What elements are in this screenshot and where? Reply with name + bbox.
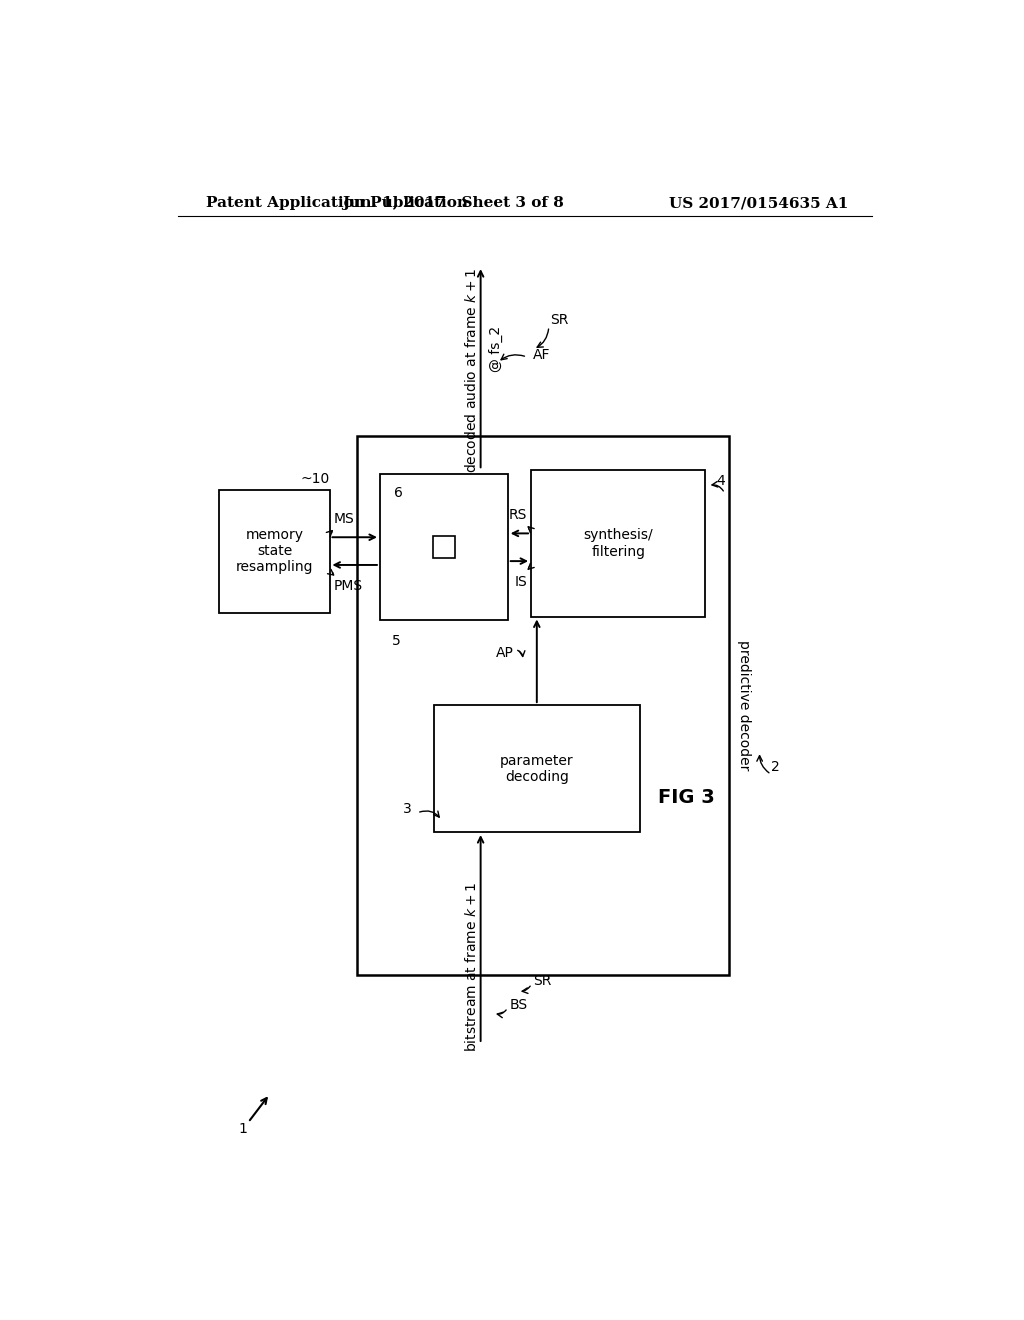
Text: synthesis/
filtering: synthesis/ filtering [584, 528, 653, 558]
Text: predictive decoder: predictive decoder [737, 640, 752, 771]
Bar [434, 705, 640, 832]
Bar [356, 436, 729, 974]
Text: PMS: PMS [334, 579, 362, 593]
Text: 1: 1 [239, 1122, 247, 1135]
Bar [531, 470, 706, 616]
Text: memory
state
resampling: memory state resampling [236, 528, 313, 574]
Text: BS: BS [510, 998, 528, 1012]
Text: MS: MS [334, 512, 354, 525]
Text: @ fs_2: @ fs_2 [488, 326, 503, 372]
Text: AP: AP [496, 645, 514, 660]
Text: SR: SR [534, 974, 552, 987]
Text: 6: 6 [394, 486, 402, 500]
Text: decoded audio at frame $k+1$: decoded audio at frame $k+1$ [464, 268, 479, 473]
Text: Patent Application Publication: Patent Application Publication [206, 197, 468, 210]
Text: ~10: ~10 [300, 471, 330, 486]
Bar [433, 536, 455, 558]
Text: AF: AF [534, 347, 551, 362]
Text: US 2017/0154635 A1: US 2017/0154635 A1 [670, 197, 849, 210]
Text: 3: 3 [403, 803, 412, 816]
Text: 5: 5 [391, 635, 400, 648]
Text: FIG 3: FIG 3 [657, 788, 715, 807]
Text: Jun. 1, 2017   Sheet 3 of 8: Jun. 1, 2017 Sheet 3 of 8 [343, 197, 564, 210]
Text: bitstream at frame $k+1$: bitstream at frame $k+1$ [464, 882, 479, 1052]
Text: parameter
decoding: parameter decoding [500, 754, 573, 784]
Text: 2: 2 [771, 760, 780, 774]
Bar [380, 474, 508, 620]
Text: RS: RS [509, 508, 527, 521]
Text: 4: 4 [716, 474, 725, 488]
Bar [219, 490, 330, 612]
Text: SR: SR [550, 313, 568, 327]
Text: IS: IS [514, 576, 527, 589]
